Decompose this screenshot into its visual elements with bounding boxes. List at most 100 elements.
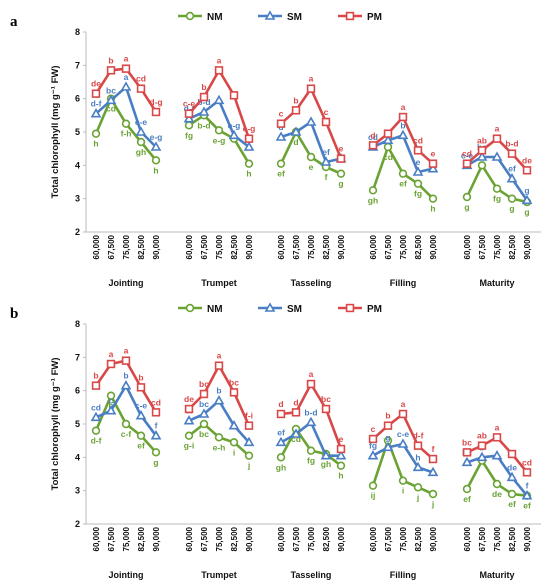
- data-point-sm: [476, 451, 488, 462]
- x-tick-label: 90,000: [152, 526, 161, 551]
- x-tick-label: 67,500: [384, 234, 393, 259]
- significance-label: e: [309, 162, 314, 172]
- significance-label: ef: [523, 501, 531, 511]
- data-point-pm: [151, 408, 161, 417]
- data-point-nm: [492, 184, 502, 193]
- y-tick-label: 3: [75, 194, 80, 204]
- x-tick-label: 82,500: [322, 234, 331, 259]
- significance-label: gh: [321, 459, 331, 469]
- data-point-nm: [306, 446, 316, 455]
- data-point-pm: [244, 421, 254, 430]
- data-point-sm: [105, 94, 117, 105]
- x-tick-label: 90,000: [429, 526, 438, 551]
- significance-label: a: [109, 349, 114, 359]
- significance-label: d: [293, 397, 298, 407]
- stage-label: Maturity: [479, 570, 514, 580]
- x-tick-label: 82,500: [508, 234, 517, 259]
- x-tick-label: 67,500: [384, 526, 393, 551]
- significance-label: a: [495, 422, 500, 432]
- significance-label: b: [93, 371, 98, 381]
- significance-label: gh: [276, 462, 286, 472]
- data-point-sm: [367, 450, 379, 460]
- significance-label: b-d: [505, 139, 518, 149]
- chart-panel-b: b 2 3 4 5 6 7 8 Total chlorophyll (mg g⁻¹ FW) 60,…: [10, 302, 541, 580]
- legend-item-nm: NM: [178, 11, 223, 23]
- data-point-pm: [522, 166, 532, 175]
- x-tick-label: 67,500: [200, 526, 209, 551]
- significance-label: j: [247, 461, 250, 471]
- x-tick-label: 67,500: [478, 234, 487, 259]
- data-point-pm: [276, 119, 286, 128]
- data-point-sm: [427, 466, 439, 477]
- legend-item-nm: NM: [178, 303, 223, 315]
- data-point-pm: [214, 361, 224, 370]
- legend-item-pm: PM: [338, 11, 382, 23]
- significance-label: g: [153, 457, 158, 467]
- x-tick-label: 75,000: [493, 526, 502, 551]
- significance-label: e: [339, 434, 344, 444]
- stage-label: Tasseling: [291, 278, 332, 288]
- data-point-pm: [121, 64, 131, 73]
- legend-label: SM: [287, 304, 302, 315]
- data-point-sm: [491, 450, 503, 460]
- data-point-sm: [382, 134, 394, 145]
- x-tick-label: 60,000: [277, 234, 286, 259]
- x-tick-label: 60,000: [185, 526, 194, 551]
- significance-label: ef: [137, 441, 145, 451]
- data-point-sm: [183, 113, 195, 123]
- data-point-sm: [228, 129, 240, 140]
- x-tick-label: 90,000: [337, 526, 346, 551]
- significance-label: bc: [199, 429, 209, 439]
- data-point-pm: [336, 154, 346, 163]
- data-point-pm: [229, 388, 239, 397]
- data-point-pm: [428, 159, 438, 168]
- y-tick-label: 8: [75, 319, 80, 329]
- significance-label: de: [184, 394, 194, 404]
- significance-label: b: [216, 386, 221, 396]
- data-point-sm: [397, 438, 409, 448]
- data-point-pm: [214, 66, 224, 75]
- significance-label: de: [91, 79, 101, 89]
- data-point-nm: [398, 476, 408, 485]
- data-point-sm: [412, 166, 424, 176]
- significance-label: h: [93, 139, 98, 149]
- y-tick-label: 7: [75, 352, 80, 362]
- significance-label: a: [401, 399, 406, 409]
- stage-label: Maturity: [479, 278, 514, 288]
- significance-label: f-i: [245, 411, 253, 421]
- significance-label: h: [415, 452, 420, 462]
- significance-label: g: [524, 207, 529, 217]
- legend-label: SM: [287, 12, 302, 23]
- data-point-sm: [264, 302, 276, 312]
- data-point-nm: [462, 192, 472, 202]
- stage-label: Trumpet: [201, 570, 237, 580]
- panel-label: a: [10, 14, 18, 30]
- significance-label: d-f: [184, 104, 195, 114]
- data-point-nm: [91, 426, 101, 435]
- x-tick-label: 67,500: [292, 526, 301, 551]
- x-tick-label: 60,000: [92, 234, 101, 259]
- significance-label: c-e: [461, 150, 474, 160]
- data-point-sm: [461, 456, 473, 467]
- significance-label: b-d: [197, 120, 210, 130]
- significance-label: cd: [462, 149, 472, 159]
- significance-label: fg: [493, 194, 501, 204]
- significance-label: cd: [368, 132, 378, 142]
- data-point-pm: [244, 134, 254, 143]
- data-point-sm: [491, 151, 503, 161]
- significance-label: f: [432, 444, 435, 454]
- significance-label: j: [431, 499, 434, 509]
- y-tick-label: 3: [75, 486, 80, 496]
- y-tick-label: 6: [75, 94, 80, 104]
- x-tick-label: 75,000: [122, 526, 131, 551]
- y-tick-label: 5: [75, 419, 80, 429]
- significance-label: d-f: [91, 99, 102, 109]
- y-tick-label: 2: [75, 519, 80, 529]
- data-point-pm: [398, 112, 408, 122]
- significance-label: h: [246, 169, 251, 179]
- data-point-sm: [521, 490, 533, 500]
- x-tick-label: 75,000: [307, 234, 316, 259]
- data-point-pm: [383, 129, 393, 138]
- significance-label: b: [400, 120, 405, 130]
- significance-label: b: [385, 411, 390, 421]
